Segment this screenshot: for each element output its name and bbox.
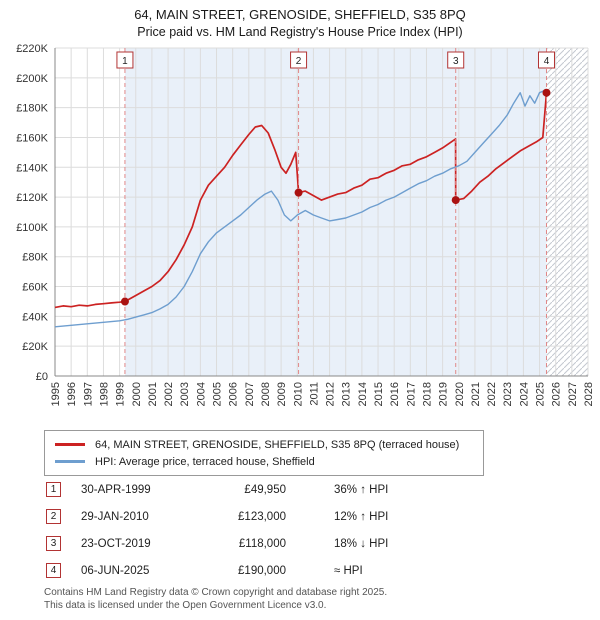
svg-text:2019: 2019	[438, 382, 450, 406]
svg-text:£80K: £80K	[22, 252, 48, 264]
svg-text:2010: 2010	[292, 382, 304, 406]
legend-item-hpi: HPI: Average price, terraced house, Shef…	[55, 453, 473, 470]
svg-text:£220K: £220K	[16, 43, 48, 55]
svg-text:2003: 2003	[179, 382, 191, 406]
legend: 64, MAIN STREET, GRENOSIDE, SHEFFIELD, S…	[44, 430, 484, 476]
svg-text:2020: 2020	[454, 382, 466, 406]
sale-date: 06-JUN-2025	[81, 564, 150, 577]
price-chart-container: £0 £20K £40K £60K £80K £100K £120K £140K £160K £1…	[0, 38, 600, 430]
svg-text:2007: 2007	[244, 382, 256, 406]
svg-text:2025: 2025	[535, 382, 547, 406]
sale-price: £118,000	[238, 537, 286, 550]
legend-swatch-property-line	[55, 443, 85, 446]
svg-text:2004: 2004	[195, 382, 207, 406]
sale-hpi-delta: 18% ↓ HPI	[334, 537, 389, 550]
sale-number-badge: 4	[46, 563, 61, 578]
svg-text:1997: 1997	[82, 382, 94, 406]
svg-text:£140K: £140K	[16, 162, 48, 174]
svg-text:2000: 2000	[131, 382, 143, 406]
svg-text:£20K: £20K	[22, 341, 48, 353]
svg-text:2008: 2008	[260, 382, 272, 406]
svg-text:2012: 2012	[325, 382, 337, 406]
svg-text:2011: 2011	[308, 382, 320, 406]
sale-date: 30-APR-1999	[81, 483, 151, 496]
table-row: 4 06-JUN-2025 £190,000 ≈ HPI	[46, 557, 566, 584]
svg-text:2016: 2016	[389, 382, 401, 406]
svg-text:2028: 2028	[583, 382, 595, 406]
svg-text:£160K: £160K	[16, 132, 48, 144]
sale-price: £190,000	[238, 564, 286, 577]
svg-text:2024: 2024	[518, 382, 530, 406]
table-row: 1 30-APR-1999 £49,950 36% ↑ HPI	[46, 476, 566, 503]
sale-hpi-delta: 12% ↑ HPI	[334, 510, 389, 523]
table-row: 2 29-JAN-2010 £123,000 12% ↑ HPI	[46, 503, 566, 530]
legend-label: 64, MAIN STREET, GRENOSIDE, SHEFFIELD, S…	[95, 438, 460, 451]
svg-text:1996: 1996	[66, 382, 78, 406]
svg-text:2023: 2023	[502, 382, 514, 406]
legend-item-property: 64, MAIN STREET, GRENOSIDE, SHEFFIELD, S…	[55, 436, 473, 453]
svg-text:1998: 1998	[98, 382, 110, 406]
svg-text:2021: 2021	[470, 382, 482, 406]
legend-swatch-hpi-line	[55, 460, 85, 463]
svg-text:£200K: £200K	[16, 73, 48, 85]
svg-text:2014: 2014	[357, 382, 369, 406]
footer-line-1: Contains HM Land Registry data © Crown c…	[44, 587, 388, 598]
svg-text:2005: 2005	[212, 382, 224, 406]
sale-hpi-delta: ≈ HPI	[334, 564, 363, 577]
svg-text:2015: 2015	[373, 382, 385, 406]
page-title: 64, MAIN STREET, GRENOSIDE, SHEFFIELD, S…	[0, 0, 600, 39]
svg-text:2013: 2013	[341, 382, 353, 406]
svg-text:£60K: £60K	[22, 282, 48, 294]
sale-date: 29-JAN-2010	[81, 510, 149, 523]
svg-text:£120K: £120K	[16, 192, 48, 204]
svg-text:1: 1	[122, 56, 128, 67]
svg-text:1995: 1995	[50, 382, 62, 406]
chart-subtitle: Price paid vs. HM Land Registry's House …	[137, 25, 463, 39]
sale-number-badge: 2	[46, 509, 61, 524]
svg-text:2022: 2022	[486, 382, 498, 406]
table-row: 3 23-OCT-2019 £118,000 18% ↓ HPI	[46, 530, 566, 557]
sale-hpi-delta: 36% ↑ HPI	[334, 483, 389, 496]
svg-text:2001: 2001	[147, 382, 159, 406]
svg-text:1999: 1999	[115, 382, 127, 406]
svg-text:2026: 2026	[551, 382, 563, 406]
svg-text:2027: 2027	[567, 382, 579, 406]
svg-text:4: 4	[544, 56, 550, 67]
sale-number-badge: 1	[46, 482, 61, 497]
license-footer: Contains HM Land Registry data © Crown c…	[44, 586, 387, 612]
sale-price: £123,000	[238, 510, 286, 523]
svg-text:£100K: £100K	[16, 222, 48, 234]
chart-title-address: 64, MAIN STREET, GRENOSIDE, SHEFFIELD, S…	[134, 7, 466, 22]
svg-text:£180K: £180K	[16, 103, 48, 115]
svg-text:2002: 2002	[163, 382, 175, 406]
sale-date: 23-OCT-2019	[81, 537, 151, 550]
svg-text:3: 3	[453, 56, 459, 67]
sale-price: £49,950	[244, 483, 286, 496]
svg-text:2018: 2018	[421, 382, 433, 406]
sale-number-badge: 3	[46, 536, 61, 551]
legend-label: HPI: Average price, terraced house, Shef…	[95, 455, 315, 468]
svg-text:2006: 2006	[228, 382, 240, 406]
sales-table: 1 30-APR-1999 £49,950 36% ↑ HPI 2 29-JAN…	[46, 476, 566, 584]
price-chart: £0 £20K £40K £60K £80K £100K £120K £140K £160K £1…	[16, 43, 595, 406]
svg-text:2: 2	[296, 56, 302, 67]
svg-text:£40K: £40K	[22, 311, 48, 323]
svg-text:£0: £0	[36, 371, 48, 383]
svg-text:2009: 2009	[276, 382, 288, 406]
svg-text:2017: 2017	[405, 382, 417, 406]
footer-line-2: This data is licensed under the Open Gov…	[44, 600, 327, 611]
